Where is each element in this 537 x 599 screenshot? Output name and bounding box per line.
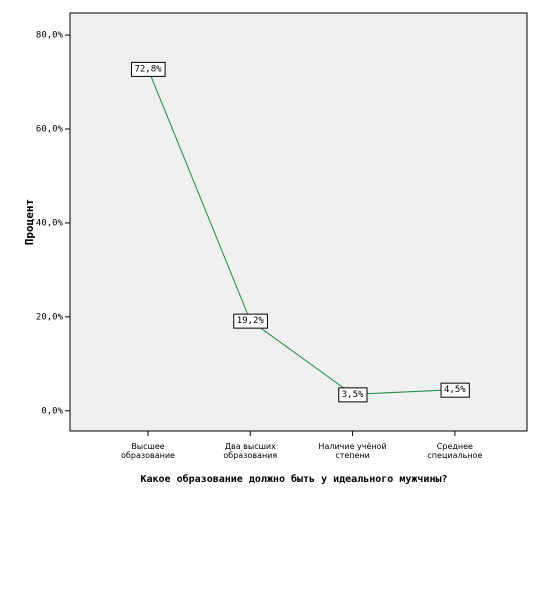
x-tick-label: Высшее образование xyxy=(121,442,175,460)
x-tick-label: Среднее специальное xyxy=(427,442,483,460)
data-label: 3,5% xyxy=(342,390,364,400)
y-tick-label: 20,0% xyxy=(36,312,64,322)
data-label: 4,5% xyxy=(444,385,466,395)
data-label-box xyxy=(440,382,470,398)
y-axis-title: Процент xyxy=(23,199,36,245)
y-tick-label: 60,0% xyxy=(36,125,64,135)
y-tick-label: 80,0% xyxy=(36,31,64,41)
line xyxy=(147,68,455,395)
data-label-box xyxy=(338,387,368,403)
x-tick-label: Два высших образования xyxy=(223,442,278,460)
y-tick-label: 40,0% xyxy=(36,218,64,228)
data-label-box xyxy=(233,313,268,329)
data-label: 19,2% xyxy=(237,316,265,326)
x-tick-label: Наличие учёной степени xyxy=(318,442,387,460)
y-tick-label: 0,0% xyxy=(41,406,63,416)
data-label: 72,8% xyxy=(134,64,162,74)
data-label-box xyxy=(130,61,166,77)
x-axis-title: Какое образование должно быть у идеально… xyxy=(140,473,447,485)
plot-area xyxy=(69,12,528,432)
